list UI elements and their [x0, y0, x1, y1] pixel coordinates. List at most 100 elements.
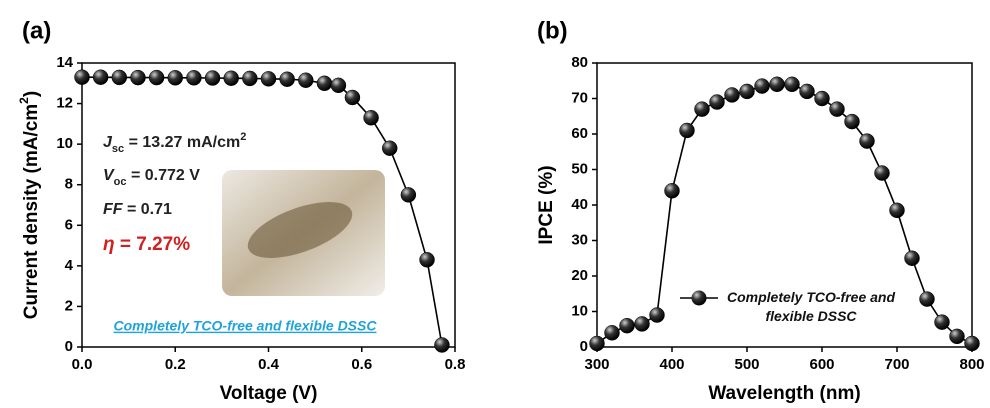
data-point: [167, 70, 183, 86]
y-tick-label: 80: [571, 54, 588, 71]
y-tick-label: 0: [65, 338, 73, 355]
y-axis-label-end: ): [21, 91, 42, 97]
annotation-subscript: sc: [112, 143, 124, 155]
data-point: [739, 83, 755, 100]
x-tick-label: 300: [584, 356, 609, 373]
data-point: [223, 70, 239, 86]
data-point: [934, 314, 950, 330]
x-tick-label: 0.8: [445, 356, 466, 373]
data-point: [784, 76, 800, 93]
data-point: [434, 337, 450, 353]
x-tick-label: 0.4: [258, 356, 280, 373]
caption: Completely TCO-free and flexible DSSC: [114, 318, 378, 334]
data-point: [400, 187, 417, 203]
annotation-symbol: η: [103, 234, 115, 255]
annotation: η = 7.27%: [103, 234, 190, 255]
x-axis-label: Wavelength (nm): [708, 383, 860, 404]
data-point: [904, 250, 920, 266]
data-point: [859, 133, 875, 149]
x-axis-label: Voltage (V): [220, 383, 318, 404]
data-point: [74, 69, 90, 85]
x-tick-label: 800: [959, 356, 984, 373]
data-point: [589, 335, 605, 352]
data-point: [754, 78, 770, 94]
x-tick-label: 0.0: [72, 356, 93, 373]
data-point: [634, 316, 650, 332]
annotation-symbol: J: [103, 134, 113, 151]
data-point: [829, 101, 845, 117]
y-tick-label: 70: [571, 89, 588, 106]
data-point: [111, 69, 128, 86]
legend-label: Completely TCO-free and flexible DSSC: [726, 289, 896, 324]
x-tick-label: 700: [884, 356, 909, 373]
x-tick-label: 600: [809, 356, 834, 373]
data-point: [92, 69, 109, 85]
y-tick-label: 14: [56, 54, 73, 71]
y-axis-label: Current density (mA/cm2): [17, 91, 42, 319]
data-point: [769, 76, 785, 93]
data-point: [130, 69, 146, 86]
data-point: [186, 70, 202, 86]
annotation-symbol: FF: [103, 201, 124, 218]
y-tick-label: 2: [65, 297, 73, 314]
legend-marker: [691, 290, 707, 306]
data-point: [724, 87, 740, 103]
data-point: [664, 183, 680, 199]
annotation-text: = 0.772 V: [127, 167, 201, 184]
data-point: [260, 71, 277, 87]
data-point: [363, 110, 379, 126]
data-point: [604, 325, 620, 341]
data-point: [964, 335, 980, 352]
data-point: [330, 77, 347, 94]
data-point: [814, 90, 830, 107]
annotation-text: = 7.27%: [115, 234, 191, 255]
data-point: [419, 252, 435, 268]
y-tick-label: 60: [571, 125, 588, 142]
y-axis-label-text: IPCE (%): [536, 165, 557, 244]
y-tick-label: 50: [571, 160, 588, 177]
y-tick-label: 6: [65, 216, 73, 233]
photo-device: [247, 202, 353, 258]
annotation: Voc = 0.772 V: [103, 167, 200, 188]
data-point: [148, 69, 165, 86]
data-point: [949, 328, 965, 345]
y-tick-label: 10: [571, 302, 588, 319]
annotation-subscript: oc: [114, 176, 127, 188]
y-tick-label: 4: [65, 257, 74, 274]
data-point: [844, 113, 860, 130]
data-point: [242, 70, 258, 87]
data-point: [889, 202, 905, 219]
data-point: [919, 291, 935, 307]
x-tick-label: 0.6: [351, 356, 372, 373]
y-axis-label: IPCE (%): [536, 165, 557, 244]
data-point: [874, 165, 890, 181]
x-tick-label: 400: [659, 356, 684, 373]
annotation: Jsc = 13.27 mA/cm2: [103, 131, 246, 155]
annotation-text: = 0.71: [123, 201, 172, 218]
data-point: [799, 83, 815, 100]
y-axis-label-text: Current density (mA/cm: [21, 104, 42, 319]
data-point: [679, 122, 695, 139]
annotation-symbol: V: [103, 167, 115, 184]
data-point: [344, 89, 361, 106]
data-point: [619, 317, 635, 334]
y-tick-label: 30: [571, 231, 588, 248]
y-tick-label: 10: [56, 135, 73, 152]
data-point: [298, 72, 314, 88]
data-point: [204, 70, 221, 86]
panel-label: (b): [537, 17, 568, 44]
data-point: [709, 94, 725, 110]
data-point: [279, 71, 295, 87]
annotation-superscript: 2: [240, 131, 246, 143]
data-point: [381, 140, 398, 156]
y-axis-label-superscript: 2: [17, 97, 31, 104]
y-tick-label: 8: [65, 176, 73, 193]
data-point: [649, 307, 665, 323]
annotation-text: = 13.27 mA/cm: [124, 134, 240, 151]
panel-label: (a): [22, 17, 51, 44]
data-point: [694, 101, 710, 117]
x-tick-label: 500: [734, 356, 759, 373]
annotation: FF = 0.71: [103, 201, 172, 218]
